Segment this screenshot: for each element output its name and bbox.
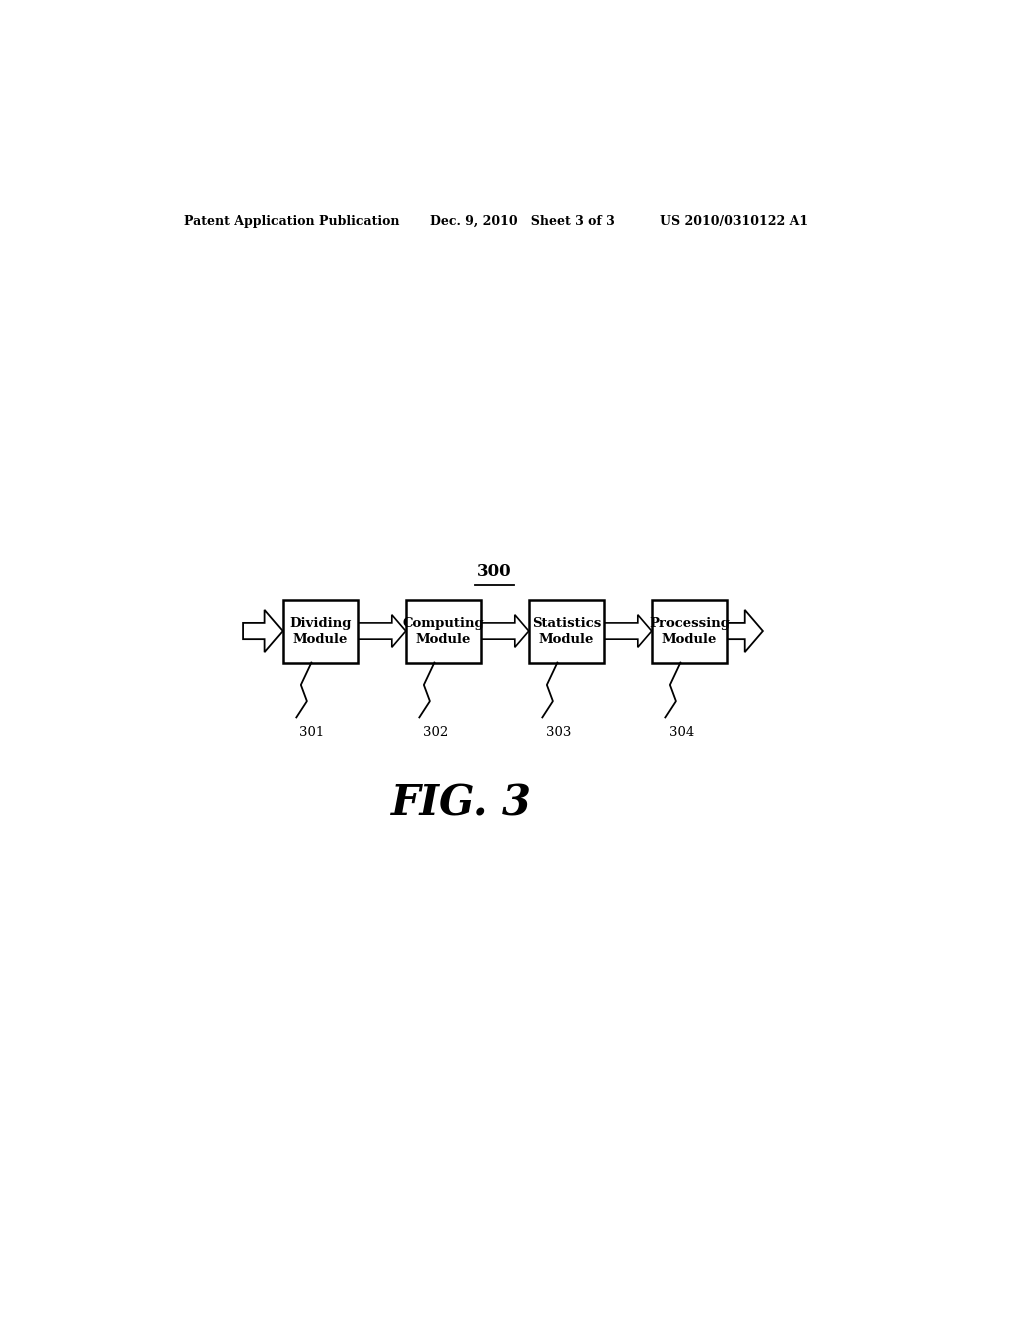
Bar [283,599,358,663]
Text: 301: 301 [299,726,325,739]
Text: Patent Application Publication: Patent Application Publication [183,215,399,228]
Polygon shape [481,615,528,647]
Bar [406,599,481,663]
Text: Computing
Module: Computing Module [402,616,484,645]
Text: FIG. 3: FIG. 3 [391,783,531,825]
Bar [651,599,727,663]
Text: US 2010/0310122 A1: US 2010/0310122 A1 [659,215,808,228]
Text: 302: 302 [423,726,447,739]
Polygon shape [727,610,763,652]
Bar [528,599,604,663]
Polygon shape [243,610,283,652]
Text: Statistics
Module: Statistics Module [531,616,601,645]
Polygon shape [358,615,406,647]
Polygon shape [604,615,651,647]
Text: Processing
Module: Processing Module [649,616,730,645]
Text: 300: 300 [477,562,512,579]
Text: Dec. 9, 2010   Sheet 3 of 3: Dec. 9, 2010 Sheet 3 of 3 [430,215,614,228]
Text: 304: 304 [669,726,694,739]
Text: Dividing
Module: Dividing Module [289,616,351,645]
Text: 303: 303 [546,726,571,739]
